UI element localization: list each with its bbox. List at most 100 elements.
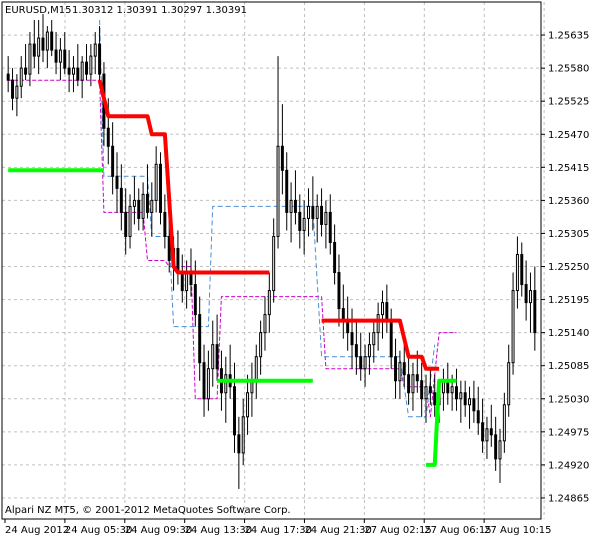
candle-body [11,79,15,99]
candle [363,344,367,387]
candle [459,380,463,423]
candle [333,224,337,285]
candle [511,272,515,375]
candle-body [259,332,263,358]
candle-body [111,145,115,177]
candle-body [450,386,454,394]
candle [424,374,428,423]
candle [328,194,332,255]
green-signal-line [426,378,457,467]
candle-body [411,374,415,394]
x-tick-label: 24 Aug 13:30 [185,525,252,536]
candle [193,260,197,327]
candle [298,194,302,249]
candle [533,266,537,351]
x-tick-label: 24 Aug 09:30 [125,525,192,536]
candle [63,32,67,75]
candle [398,350,402,399]
candle-body [415,374,419,382]
candle-body [198,314,202,364]
y-tick-label: 1.25140 [548,328,589,339]
candle-body [381,302,384,316]
candle [206,350,210,411]
candle-body [167,235,171,262]
x-tick-label: 24 Aug 21:30 [304,525,371,536]
candle-body [128,205,132,237]
red-signal-line [321,318,440,371]
candle [163,194,167,249]
candle-body [515,253,519,292]
candle-body [455,386,458,400]
candle-body [206,368,210,400]
candle [233,362,236,453]
candle [37,20,41,75]
candle-body [293,199,297,213]
candle-body [50,31,54,51]
candle [185,260,189,309]
candle-body [215,344,219,370]
candle-body [106,127,110,147]
candle-body [524,284,528,304]
candle-body [254,356,258,382]
candle-body [533,290,537,334]
candle-body [511,290,515,364]
candle-body [367,344,371,358]
candle [441,368,445,411]
candle [359,332,363,381]
candle-body [159,163,162,213]
candle-body [211,344,215,370]
candle-body [145,193,149,213]
candle-body [63,49,67,69]
candle-body [389,320,393,358]
candle [124,188,128,255]
candle-body [93,43,97,57]
y-tick-label: 1.25525 [548,97,589,108]
red-signal-line [97,79,270,275]
candle-body [267,290,271,316]
candle-body [485,428,489,442]
candle [280,104,284,195]
x-tick-label: 27 Aug 10:15 [484,525,551,536]
candle-body [163,211,167,237]
candle [150,182,154,237]
y-tick-label: 1.25360 [548,196,589,207]
candle [137,188,141,231]
candle [337,254,341,327]
grid [2,2,545,519]
candle [502,392,506,453]
candle [472,380,476,423]
candle-body [76,67,80,81]
candle-body [285,169,289,213]
x-tick-label: 24 Aug 2012 [5,525,69,536]
x-tick-label: 27 Aug 06:15 [424,525,491,536]
candle [85,44,88,81]
candle-body [302,217,306,231]
candle [350,308,354,369]
candle-body [80,61,84,81]
candle [389,308,393,369]
candle-body [193,284,197,316]
candle [141,182,145,231]
candle [289,182,293,243]
candle-body [45,31,49,51]
candle-body [24,67,28,75]
candle-body [463,392,467,406]
candle [411,362,415,411]
y-tick-label: 1.25250 [548,262,589,273]
candle [428,368,432,405]
candle-body [385,302,389,322]
y-tick-label: 1.24975 [548,427,589,438]
candle [237,416,241,489]
candle [407,356,411,405]
candle-body [246,392,250,418]
candle-body [119,187,123,213]
candle [50,20,54,57]
candle [385,284,389,333]
candle [6,56,10,93]
candle [481,398,485,453]
y-tick-label: 1.25580 [548,64,589,75]
candle [54,32,58,75]
candle-body [241,416,245,454]
candle-body [180,272,184,292]
